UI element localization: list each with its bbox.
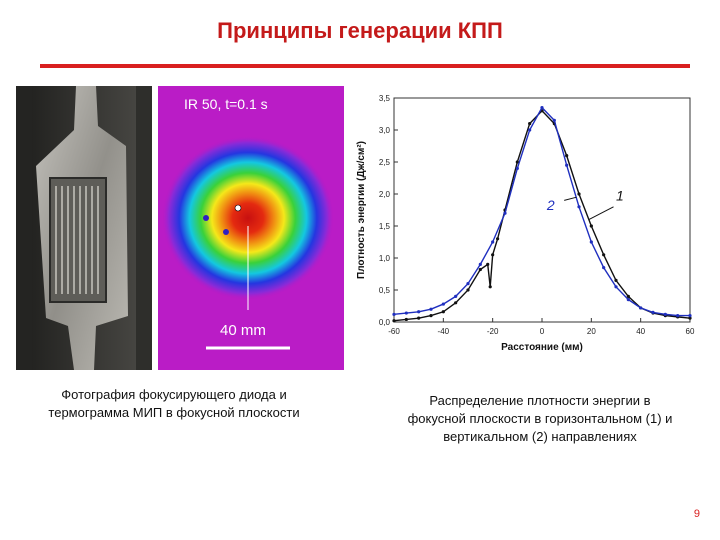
series-2-point (552, 118, 556, 122)
annotation-1: 1 (616, 187, 624, 203)
series-1-point (441, 310, 445, 314)
y-tick-label: 1,0 (379, 254, 391, 263)
left-caption-line: термограмма МИП в фокусной плоскости (48, 405, 300, 420)
y-tick-label: 3,5 (379, 94, 391, 103)
y-tick-label: 0,5 (379, 286, 391, 295)
series-1-line (393, 109, 691, 322)
x-tick-label: -60 (388, 327, 400, 336)
series-1-point (565, 154, 569, 158)
series-1-point (454, 301, 458, 305)
series-2-point (491, 240, 495, 244)
series-1-point (486, 262, 490, 266)
x-tick-label: 0 (540, 327, 545, 336)
series-2-point (478, 262, 482, 266)
diode-photo-image (16, 86, 152, 370)
series-2-point (466, 282, 470, 286)
series-2-point (676, 314, 680, 318)
right-caption-line: вертикальном (2) направлениях (443, 429, 637, 444)
series-1-point (466, 288, 470, 292)
x-tick-label: 40 (636, 327, 645, 336)
series-1-point (429, 314, 433, 318)
x-tick-label: 20 (587, 327, 596, 336)
series-2-point (663, 312, 667, 316)
series-1-point (688, 316, 692, 320)
y-tick-label: 1,5 (379, 222, 391, 231)
right-caption: Распределение плотности энергии в фокусн… (370, 392, 710, 446)
series-2-point (589, 240, 593, 244)
series-1-point (602, 253, 606, 257)
series-2-point (540, 106, 544, 110)
y-tick-label: 3,0 (379, 126, 391, 135)
series-2-point (565, 163, 569, 167)
annotation-2: 2 (546, 197, 555, 213)
left-caption-line: Фотография фокусирующего диода и (61, 387, 287, 402)
thermogram-label: IR 50, t=0.1 s (184, 96, 268, 112)
series-1-point (404, 317, 408, 322)
diode-photo (16, 86, 152, 370)
series-2-point (515, 166, 519, 170)
series-1-point (496, 237, 500, 241)
energy-density-chart: 0,0 0,5 1,0 1,5 2,0 2,5 3,0 3,5 -60 -40 -20 0 20 40 60… (350, 86, 710, 366)
annotation-2-pointer (564, 196, 577, 201)
energy-density-chart-svg: 0,0 0,5 1,0 1,5 2,0 2,5 3,0 3,5 -60 -40 -20 0 20 40 60… (356, 94, 695, 353)
thermogram-image (158, 86, 344, 370)
x-tick-label: -20 (487, 327, 499, 336)
right-caption-line: Распределение плотности энергии в (429, 393, 651, 408)
series-2-point (454, 294, 458, 298)
series-1-point (589, 224, 593, 228)
y-tick-label: 2,5 (379, 158, 391, 167)
thermogram: IR 50, t=0.1 s 40 mm (158, 86, 344, 370)
series-2-point (392, 312, 396, 316)
series-2-point (528, 128, 532, 132)
series-1-point (478, 267, 482, 272)
series-2-point (639, 306, 643, 310)
y-axis-label: Плотность энергии (Дж/см²) (356, 141, 367, 279)
series-2-point (577, 205, 581, 209)
series-2-point (651, 310, 655, 314)
series-2-point (688, 314, 692, 318)
annotation-1-pointer (588, 206, 614, 221)
y-tick-label: 2,0 (379, 190, 391, 199)
series-1-point (614, 278, 618, 282)
series-1-point (488, 285, 492, 289)
y-tick-label: 0,0 (379, 318, 391, 327)
series-2-point (441, 302, 445, 306)
left-caption: Фотография фокусирующего диода и термогр… (14, 386, 334, 422)
scale-bar-label: 40 mm (220, 322, 266, 339)
series-1-point (515, 160, 519, 164)
right-caption-line: фокусной плоскости в горизонтальном (1) … (407, 411, 673, 426)
series-2-point (626, 298, 630, 302)
page-number: 9 (693, 508, 700, 520)
x-axis-label: Расстояние (мм) (501, 342, 583, 353)
x-tick-label: 60 (686, 327, 695, 336)
plot-frame (393, 97, 691, 323)
title-underline (40, 64, 690, 68)
series-2-point (417, 310, 421, 314)
series-2-point (404, 311, 408, 315)
x-tick-label: -40 (438, 327, 450, 336)
series-1-point (491, 253, 495, 257)
series-2-line (393, 106, 690, 317)
series-2-point (602, 266, 606, 270)
series-1-point (392, 319, 396, 323)
series-2-point (614, 285, 618, 289)
series-1-point (577, 192, 581, 196)
series-1-point (626, 294, 630, 298)
slide-title: Принципы генерации КПП (217, 18, 503, 43)
series-1-point (417, 316, 421, 320)
series-1-point (528, 122, 532, 126)
series-2-point (503, 211, 507, 215)
series-2-point (429, 307, 433, 311)
